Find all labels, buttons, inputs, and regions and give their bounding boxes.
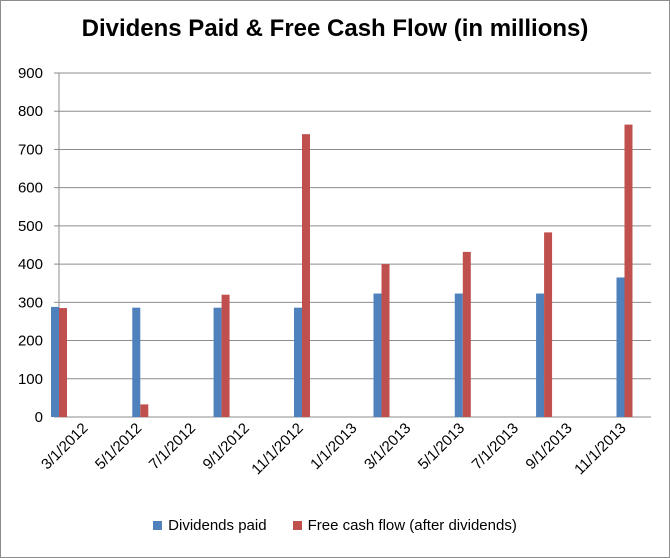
bar-free-cash-flow (59, 308, 67, 417)
x-tick-label: 5/1/2013 (415, 420, 468, 473)
bar-dividends (132, 307, 141, 417)
bar-dividends (213, 307, 222, 417)
legend-label-free-cash-flow: Free cash flow (after dividends) (307, 517, 517, 534)
legend-label-dividends: Dividends paid (168, 517, 267, 534)
legend-swatch-free-cash-flow (292, 521, 302, 530)
x-tick-label: 11/1/2012 (248, 420, 306, 478)
bar-dividends (536, 293, 545, 417)
bar-free-cash-flow (140, 404, 149, 417)
legend-swatch-dividends (153, 521, 163, 530)
y-tick-label: 600 (18, 180, 43, 197)
x-tick-label: 9/1/2013 (522, 420, 575, 473)
x-tick-label: 11/1/2013 (571, 420, 629, 478)
chart-legend: Dividends paid Free cash flow (after div… (1, 517, 669, 534)
bar-free-cash-flow (221, 294, 230, 417)
y-tick-label: 500 (18, 218, 43, 235)
bar-free-cash-flow (624, 124, 633, 417)
y-tick-label: 300 (18, 294, 43, 311)
x-tick-label: 3/1/2013 (361, 420, 414, 473)
legend-item-free-cash-flow: Free cash flow (after dividends) (292, 517, 517, 534)
y-tick-label: 700 (18, 141, 43, 158)
x-tick-label: 1/1/2013 (307, 420, 360, 473)
bar-dividends (454, 293, 463, 417)
bar-dividends (373, 293, 382, 417)
chart-title: Dividens Paid & Free Cash Flow (in milli… (81, 15, 589, 42)
x-tick-label: 7/1/2013 (469, 420, 522, 473)
bar-dividends (616, 277, 625, 417)
y-tick-label: 800 (18, 103, 43, 120)
x-tick-label: 3/1/2012 (38, 420, 91, 473)
bar-dividends (293, 307, 302, 417)
x-tick-label: 9/1/2012 (200, 420, 253, 473)
bar-free-cash-flow (544, 232, 553, 417)
y-tick-label: 400 (18, 256, 43, 273)
bar-dividends (51, 306, 59, 417)
bar-free-cash-flow (301, 134, 310, 417)
x-tick-label: 5/1/2012 (92, 420, 145, 473)
bar-free-cash-flow (381, 264, 390, 417)
bar-free-cash-flow (462, 251, 471, 417)
x-tick-label: 7/1/2012 (146, 420, 199, 473)
y-tick-label: 900 (18, 65, 43, 82)
y-tick-label: 100 (18, 371, 43, 388)
y-tick-label: 200 (18, 333, 43, 350)
legend-item-dividends: Dividends paid (153, 517, 267, 534)
y-tick-label: 0 (35, 409, 43, 426)
